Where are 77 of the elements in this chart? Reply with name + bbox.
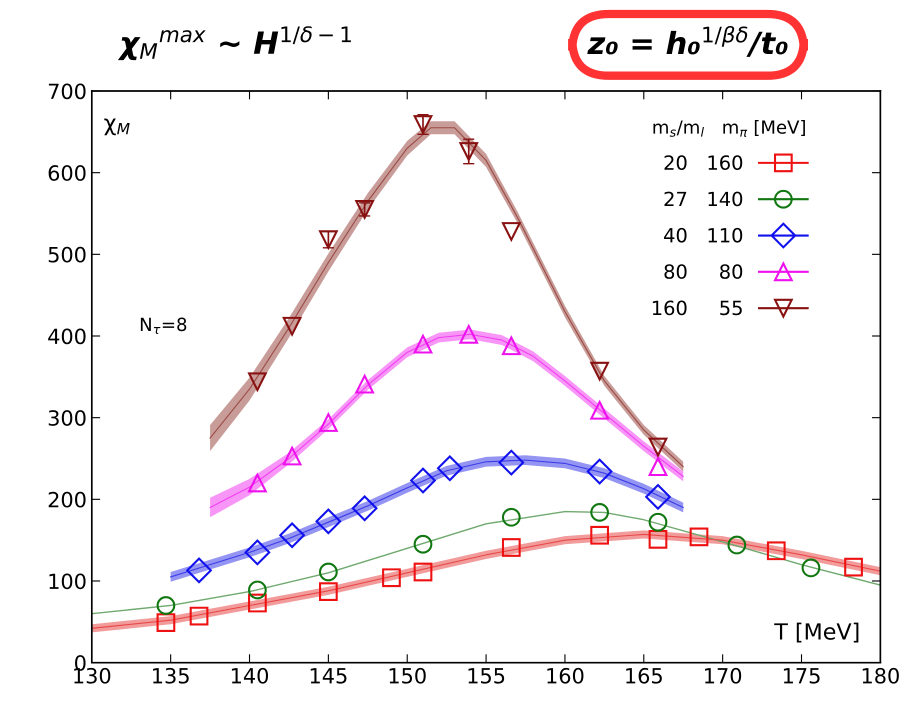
point xyxy=(316,508,342,534)
point xyxy=(648,512,668,532)
point xyxy=(410,468,436,494)
point xyxy=(459,142,478,161)
chart-title: χ$_{M}$$^{max}$ ∼ H$^{1/δ−1}$ xyxy=(118,26,351,60)
point xyxy=(502,222,521,241)
point xyxy=(586,458,612,484)
point xyxy=(502,508,521,527)
point xyxy=(766,541,786,560)
x-tick-label: 140 xyxy=(232,668,268,684)
point xyxy=(844,558,863,576)
x-tick-label: 160 xyxy=(547,668,584,684)
point xyxy=(590,400,610,420)
point xyxy=(690,528,708,546)
point xyxy=(414,334,432,354)
legend-label: 80 80 xyxy=(664,264,742,279)
point xyxy=(727,536,746,554)
legend-label: 40 110 xyxy=(664,228,742,243)
point xyxy=(352,495,378,522)
y-tick-label: 600 xyxy=(48,165,86,181)
point xyxy=(186,558,212,584)
point xyxy=(414,115,432,134)
point xyxy=(590,526,610,545)
point xyxy=(282,316,302,336)
y-tick-label: 100 xyxy=(49,573,86,590)
point xyxy=(279,522,305,548)
point xyxy=(502,538,521,557)
point xyxy=(648,457,668,476)
legend-label: 20 160 xyxy=(664,155,742,170)
x-tick-label: 175 xyxy=(784,668,820,684)
x-axis-title: T [MeV] xyxy=(774,622,858,642)
point xyxy=(318,230,338,250)
point xyxy=(156,596,176,615)
point xyxy=(190,606,208,626)
point xyxy=(244,540,270,566)
point xyxy=(318,413,338,432)
text: m$_{s}$/m$_{l}$ m$_{π}$ [MeV] xyxy=(653,120,805,137)
point xyxy=(645,484,671,510)
point xyxy=(355,200,374,219)
annotation: N$_{τ}$=8 xyxy=(140,318,186,334)
point xyxy=(414,562,432,582)
point xyxy=(459,324,478,344)
point xyxy=(318,582,338,601)
y-tick-label: 500 xyxy=(48,246,86,263)
x-tick-label: 165 xyxy=(626,668,662,684)
point xyxy=(248,474,267,492)
y-tick-label: 200 xyxy=(48,492,86,508)
text: z₀ = h₀$^{1/βδ}$/t₀ xyxy=(587,26,788,57)
point xyxy=(355,374,374,394)
x-tick-label: 135 xyxy=(153,668,189,684)
y-tick-label: 400 xyxy=(48,328,86,344)
point xyxy=(648,530,668,549)
point xyxy=(248,580,267,600)
point xyxy=(156,613,176,632)
point xyxy=(648,438,668,456)
legend-label: 27 140 xyxy=(664,192,742,206)
y-axis-title: χ$_{M}$ xyxy=(104,118,130,136)
point xyxy=(414,534,432,554)
point xyxy=(248,372,267,392)
point xyxy=(248,594,267,612)
x-tick-label: 145 xyxy=(310,668,346,684)
x-tick-label: 150 xyxy=(390,668,426,684)
point xyxy=(382,568,401,588)
x-tick-label: 155 xyxy=(468,668,504,684)
x-tick-label: 180 xyxy=(862,668,899,684)
y-tick-label: 300 xyxy=(48,410,86,426)
point xyxy=(802,558,820,578)
point xyxy=(436,455,463,482)
point xyxy=(498,450,524,476)
y-tick-label: 700 xyxy=(48,83,86,100)
point xyxy=(502,336,521,356)
x-tick-label: 170 xyxy=(705,668,742,684)
point xyxy=(590,503,610,522)
point xyxy=(590,362,610,380)
point xyxy=(282,446,302,466)
point xyxy=(318,562,338,582)
legend-label: 160 55 xyxy=(652,300,742,316)
